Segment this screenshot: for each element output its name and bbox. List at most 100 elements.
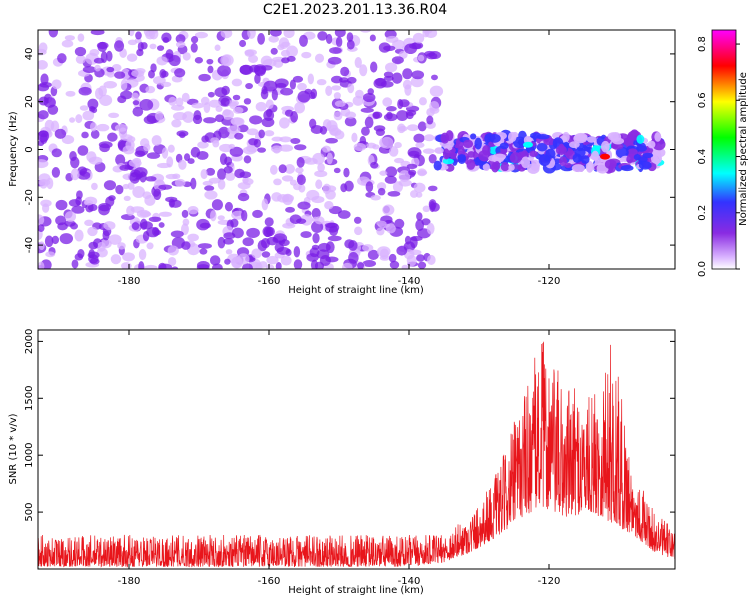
spectrogram-blob [131, 92, 139, 100]
spectrogram-blob [87, 226, 98, 237]
spectrogram-blob [187, 206, 199, 215]
spectrogram-blob [194, 31, 209, 39]
spectrogram-blob [339, 77, 349, 83]
spectrogram-blob [78, 86, 92, 96]
spectrogram-blob [61, 135, 75, 145]
spectrogram-blob [74, 229, 84, 242]
spectrogram-blob [294, 101, 306, 114]
spectrogram-blob [354, 56, 362, 69]
spectrogram-blob [246, 128, 259, 136]
spectrogram-blob [388, 146, 399, 157]
spectrogram-blob [38, 241, 45, 251]
spectrogram-blob [289, 79, 296, 90]
spectrogram-blob [82, 66, 97, 73]
spectrogram-blob [196, 218, 210, 231]
spectrogram-blob [335, 36, 343, 48]
spectrogram-blob [117, 95, 127, 104]
spectrogram-blob [344, 239, 355, 249]
spectrogram-blob [161, 147, 169, 159]
spectrogram-blob [415, 191, 423, 198]
spectrogram-blob [329, 127, 342, 136]
spectrogram-blob [285, 206, 295, 213]
spectrogram-blob [379, 248, 389, 260]
spectrogram-blob [615, 147, 629, 159]
spectrogram-blob [134, 150, 146, 158]
spectrogram-blob [428, 51, 442, 60]
spectrogram-blob [51, 148, 62, 158]
spectrogram-blob [279, 136, 292, 143]
spectrogram-blob [391, 72, 403, 84]
snr-y-tick-label: 1500 [24, 386, 35, 411]
spectrogram-blob [227, 125, 241, 134]
spectrogram-blob [282, 222, 296, 229]
spectrogram-blob [340, 183, 348, 193]
spectrogram-blob [232, 106, 244, 114]
spectrogram-blob [319, 125, 328, 135]
spectrogram-blob [260, 55, 273, 67]
spectrogram-blob [40, 132, 48, 144]
spectrogram-blob [247, 30, 256, 39]
spectrogram-blob [429, 100, 440, 112]
spectrogram-hotspot [600, 153, 610, 160]
spectrogram-blob [360, 107, 374, 113]
spectrogram-blob [270, 164, 278, 175]
snr-frame [37, 329, 676, 570]
colorbar-label: Normalized spectral amplitude [738, 72, 749, 226]
spectrogram-blob [413, 182, 426, 193]
spectrogram-blob [211, 199, 223, 211]
spectrogram-blob [642, 152, 654, 159]
spectrogram-blob [529, 150, 538, 157]
spectrogram-blob [376, 227, 385, 236]
colorbar: 0.0 0.2 0.4 0.6 0.8 Normalized spectral ampl… [697, 29, 749, 277]
spectrogram-blob [119, 164, 130, 171]
spectrogram-blob [470, 133, 477, 140]
spectrogram-blob [196, 260, 210, 269]
spectrogram-blob [297, 90, 311, 103]
spectrogram-blob [325, 33, 333, 45]
spectrogram-blob [98, 202, 112, 212]
spectrogram-blob [333, 167, 341, 174]
spectrogram-blob [145, 176, 157, 182]
spectrogram-blob [344, 116, 357, 127]
spectrogram-blob [433, 160, 442, 171]
spectrogram-blob [197, 243, 212, 249]
spectrogram-blob [261, 86, 268, 95]
snr-y-tick-label: 2000 [24, 329, 35, 354]
spectrogram-blob [217, 215, 225, 221]
spectrogram-blob [404, 235, 411, 245]
spectrogram-blob [325, 85, 333, 97]
spectrogram-blob [297, 82, 307, 91]
spectrogram-blob [171, 119, 182, 128]
spectrogram-blob [396, 110, 409, 121]
spectrogram-blob [175, 34, 186, 44]
spectrogram-blob [202, 180, 214, 186]
spectrogram-blob [633, 154, 641, 161]
spectrogram-blob [156, 45, 165, 51]
spectrogram-blob [237, 124, 249, 133]
spectrogram-blob [132, 186, 145, 198]
spectrogram-blob [370, 61, 378, 73]
spectrogram-blob [76, 190, 83, 200]
spectrogram-blob [111, 63, 122, 72]
spectrogram-blob [181, 92, 190, 103]
snr-x-label: Height of straight line (km) [288, 585, 424, 596]
spectrogram-blob [55, 199, 68, 211]
spectrogram-blob [218, 126, 230, 139]
spectrogram-blob [268, 35, 279, 43]
spectrogram-blob [151, 135, 162, 146]
spectrogram-blob [415, 142, 425, 148]
spectrogram-blob [386, 106, 397, 112]
spectrogram-blob [38, 261, 45, 269]
spectrogram-blob [417, 261, 427, 269]
spectrogram-blob [574, 147, 586, 158]
spectrogram-blob [385, 166, 398, 178]
spectrogram-blob [327, 235, 342, 242]
spectrogram-blob [345, 111, 357, 119]
spectrogram-blob [402, 68, 413, 80]
spectrogram-blob [362, 244, 374, 252]
spectrogram-blob [96, 123, 110, 132]
spectrogram-blob [220, 97, 230, 106]
spectrogram-blob [132, 106, 144, 117]
spectrogram-blob [212, 263, 223, 269]
spectrogram-blob [379, 170, 388, 176]
